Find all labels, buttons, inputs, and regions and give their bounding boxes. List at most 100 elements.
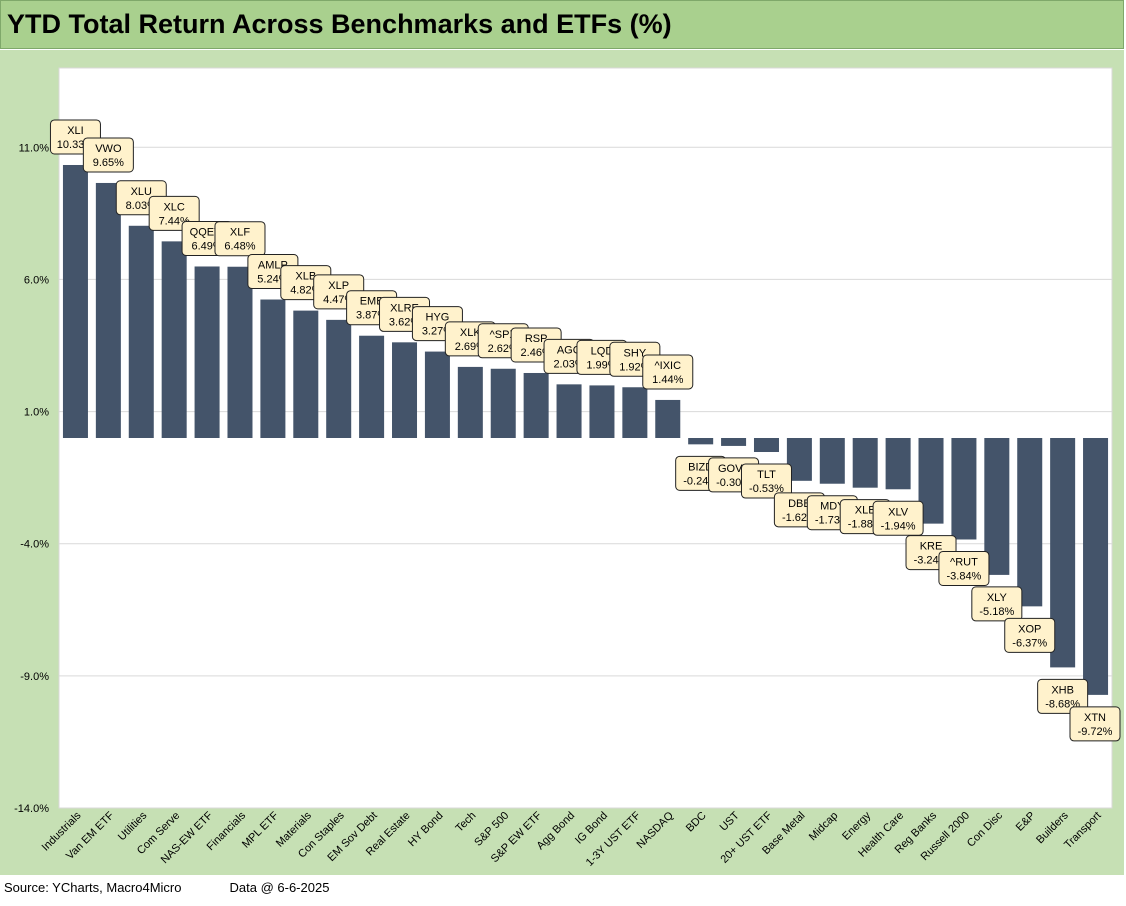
y-tick-label: 6.0% <box>24 274 49 286</box>
data-label-ticker: XLI <box>67 125 84 137</box>
data-label: XLV -1.94% <box>872 500 924 536</box>
data-label-ticker: XLF <box>230 227 250 239</box>
data-label: ^RUT -3.84% <box>938 550 990 586</box>
data-label-value: 1.44% <box>652 374 683 386</box>
data-label-ticker: XLE <box>855 505 876 517</box>
bar <box>424 351 450 438</box>
bar <box>655 399 681 438</box>
bar <box>556 384 582 438</box>
bar <box>951 438 977 540</box>
x-tick-label: E&P <box>1014 810 1038 834</box>
data-label-value: 6.48% <box>224 241 255 253</box>
data-label-ticker: XHB <box>1051 684 1074 696</box>
x-tick-label: BDC <box>684 810 709 835</box>
bar <box>622 387 648 438</box>
bar <box>161 241 187 438</box>
bar <box>227 266 253 438</box>
bar <box>753 438 779 453</box>
data-label-box <box>938 550 990 586</box>
bar <box>392 342 418 438</box>
bar <box>523 372 549 438</box>
data-label-ticker: SHY <box>624 347 647 359</box>
data-label-ticker: XOP <box>1018 623 1041 635</box>
data-label: ^IXIC 1.44% <box>642 354 694 390</box>
x-tick-label: Tech <box>454 810 479 835</box>
bar <box>688 438 714 445</box>
bar <box>128 225 154 438</box>
data-label-box <box>872 500 924 536</box>
data-label: VWO 9.65% <box>82 137 134 173</box>
data-label-box <box>1004 617 1056 653</box>
data-label: TLT -0.53% <box>740 463 792 499</box>
x-tick-label: HY Bond <box>406 810 445 849</box>
x-tick-label: MPL ETF <box>240 809 281 850</box>
data-label-box <box>740 463 792 499</box>
data-label-value: -3.84% <box>946 570 981 582</box>
data-label: XLY -5.18% <box>971 586 1023 622</box>
bar <box>819 438 845 484</box>
title-band: YTD Total Return Across Benchmarks and E… <box>0 0 1124 49</box>
bar <box>1083 438 1109 695</box>
y-tick-label: -9.0% <box>20 671 49 683</box>
data-label-ticker: KRE <box>920 541 943 553</box>
data-label-value: -9.72% <box>1078 726 1113 738</box>
data-label-value: -0.53% <box>749 483 784 495</box>
y-tick-label: -14.0% <box>14 803 49 815</box>
bar <box>490 368 516 438</box>
data-label-ticker: XLB <box>295 271 316 283</box>
data-label-ticker: XLU <box>131 186 152 198</box>
data-label-ticker: HYG <box>426 312 450 324</box>
data-label-ticker: ^RUT <box>950 556 978 568</box>
data-label-box <box>642 354 694 390</box>
data-label-value: 9.65% <box>93 157 124 169</box>
data-label-ticker: DBB <box>788 498 811 510</box>
bar <box>95 182 121 438</box>
footer: Source: YCharts, Macro4Micro Data @ 6-6-2… <box>4 880 329 895</box>
data-label-ticker: BIZD <box>688 461 713 473</box>
data-label-ticker: RSP <box>525 333 548 345</box>
data-label: XOP -6.37% <box>1004 617 1056 653</box>
data-label-box <box>214 221 266 257</box>
data-label-ticker: VWO <box>95 143 122 155</box>
bar <box>326 319 352 438</box>
data-label-ticker: XTN <box>1084 712 1106 724</box>
source-note: Source: YCharts, Macro4Micro <box>4 880 182 895</box>
bar-chart: 11.0%6.0%1.0%-4.0%-9.0%-14.0%Industrials… <box>14 67 1121 869</box>
data-label-ticker: XLC <box>163 201 184 213</box>
data-label-ticker: EMB <box>360 296 384 308</box>
data-label-box <box>1069 706 1121 742</box>
data-label-ticker: XLP <box>328 280 349 292</box>
data-label-ticker: AMLP <box>258 260 288 272</box>
bar <box>589 385 615 438</box>
data-label-box <box>82 137 134 173</box>
bar <box>194 266 220 438</box>
data-label-ticker: XLK <box>460 327 481 339</box>
data-label-ticker: TLT <box>757 469 776 481</box>
data-label-value: -6.37% <box>1012 637 1047 649</box>
bar <box>984 438 1010 575</box>
x-tick-label: Midcap <box>807 810 841 844</box>
data-label-ticker: ^SPX <box>490 329 518 341</box>
bar <box>260 299 286 438</box>
bar <box>62 164 88 438</box>
x-tick-label: Con Disc <box>965 809 1005 849</box>
bar <box>457 366 483 438</box>
data-label-ticker: XLRE <box>390 302 419 314</box>
data-label-ticker: MDY <box>820 501 845 513</box>
data-date-note: Data @ 6-6-2025 <box>229 880 330 895</box>
data-label-value: -5.18% <box>979 606 1014 618</box>
data-label-ticker: XLY <box>987 592 1008 604</box>
x-tick-label: UST <box>718 809 742 833</box>
data-label-ticker: XLV <box>888 506 909 518</box>
x-tick-label: NASDAQ <box>635 809 677 851</box>
y-tick-label: 1.0% <box>24 407 49 419</box>
y-tick-label: 11.0% <box>19 142 50 154</box>
chart-title: YTD Total Return Across Benchmarks and E… <box>7 9 672 39</box>
data-label-box <box>971 586 1023 622</box>
bar <box>359 335 385 438</box>
bar <box>1017 438 1043 607</box>
data-label: XLF 6.48% <box>214 221 266 257</box>
bar <box>293 310 319 438</box>
data-label-ticker: AGG <box>557 344 581 356</box>
